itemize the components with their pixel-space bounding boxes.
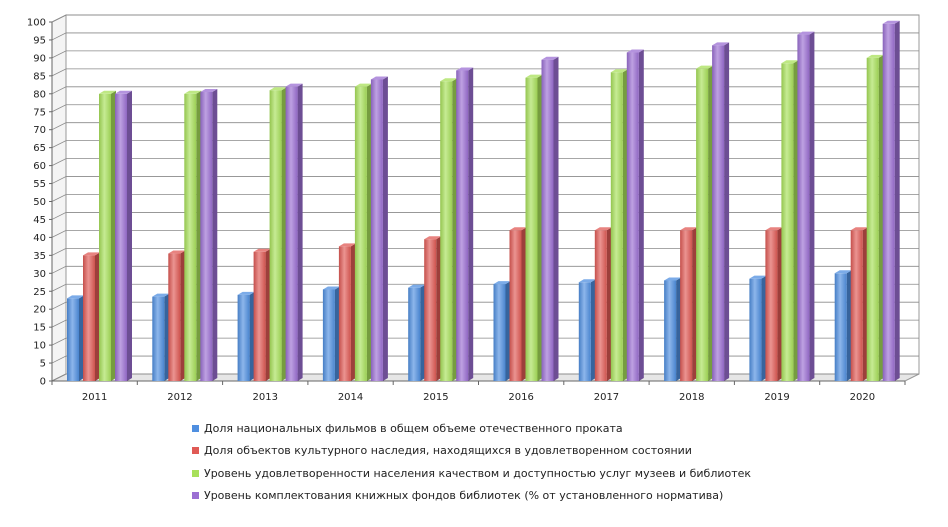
bar [269, 87, 287, 382]
legend-swatch-icon [192, 492, 199, 500]
legend-label: Уровень удовлетворенности населения каче… [204, 466, 752, 480]
bar [765, 227, 783, 381]
legend-swatch-icon [192, 447, 199, 455]
y-tick-label: 85 [33, 71, 46, 82]
y-tick-label: 65 [33, 143, 46, 154]
x-tick-label: 2012 [167, 392, 192, 400]
bar [696, 65, 714, 382]
y-tick-label: 90 [33, 53, 46, 64]
legend-label: Уровень комплектования книжных фондов би… [204, 489, 724, 503]
bar [664, 277, 682, 381]
bar [866, 54, 884, 382]
bar [749, 275, 767, 381]
legend-item: Доля объектов культурного наследия, нахо… [192, 440, 912, 463]
y-tick-label: 75 [33, 107, 46, 118]
y-tick-label: 60 [33, 161, 46, 172]
bar [338, 243, 356, 381]
x-tick-label: 2017 [594, 392, 619, 400]
y-tick-label: 0 [40, 377, 46, 388]
y-tick-label: 80 [33, 89, 46, 100]
bar [834, 270, 852, 381]
x-tick-label: 2011 [82, 392, 107, 400]
bar [712, 42, 730, 382]
bar [408, 284, 426, 381]
bar [594, 227, 612, 381]
y-tick-label: 35 [33, 251, 46, 262]
x-tick-label: 2020 [850, 392, 875, 400]
legend-item: Уровень удовлетворенности населения каче… [192, 462, 912, 485]
bar [578, 279, 596, 381]
legend-label: Доля национальных фильмов в общем объеме… [204, 421, 623, 435]
gridline [51, 32, 919, 41]
bar [493, 281, 511, 381]
bar [440, 78, 458, 382]
gridline [51, 14, 919, 23]
bar [99, 90, 116, 382]
bar-chart: 0 5 10 15 20 25 30 35 40 45 50 55 60 65 70 75 80 85 90 95 10… [27, 14, 920, 400]
bar [882, 20, 900, 381]
y-tick-label: 100 [27, 18, 46, 29]
x-tick-label: 2018 [679, 392, 704, 400]
y-tick-label: 70 [33, 125, 46, 136]
bar [322, 286, 340, 381]
y-tick-label: 45 [33, 215, 46, 226]
bar [626, 49, 644, 381]
y-tick-label: 50 [33, 197, 46, 208]
bar [354, 83, 372, 382]
bar [797, 31, 815, 381]
x-tick-label: 2015 [423, 392, 448, 400]
bar [509, 227, 527, 381]
bar [680, 227, 698, 381]
y-tick-label: 20 [33, 305, 46, 316]
bar [610, 69, 628, 381]
y-tick-label: 15 [33, 323, 46, 334]
legend-swatch-icon [192, 469, 199, 477]
bar [168, 250, 186, 381]
bar [152, 293, 170, 381]
bar [67, 295, 84, 381]
y-tick-label: 55 [33, 179, 46, 190]
legend-swatch-icon [192, 424, 199, 432]
y-tick-label: 30 [33, 269, 46, 280]
bar [237, 291, 255, 381]
y-tick-label: 5 [40, 359, 46, 370]
x-tick-label: 2016 [508, 392, 533, 400]
bar [541, 56, 559, 381]
bar [525, 74, 543, 382]
bar [115, 90, 132, 382]
bar [83, 252, 100, 381]
legend: Доля национальных фильмов в общем объеме… [192, 417, 912, 507]
y-tick-label: 10 [33, 341, 46, 352]
x-tick-label: 2019 [764, 392, 789, 400]
bar [424, 236, 442, 381]
legend-label: Доля объектов культурного наследия, нахо… [204, 444, 692, 458]
x-tick-label: 2013 [253, 392, 278, 400]
bar [456, 67, 474, 381]
x-tick-label: 2014 [338, 392, 363, 400]
bar [285, 83, 303, 382]
bar-layer [67, 20, 900, 382]
bar [850, 227, 868, 381]
legend-item: Доля национальных фильмов в общем объеме… [192, 417, 912, 440]
y-tick-label: 25 [33, 287, 46, 298]
bar [184, 90, 202, 382]
y-tick-label: 40 [33, 233, 46, 244]
y-tick-label: 95 [33, 35, 46, 46]
bar [253, 248, 271, 381]
bar [200, 89, 218, 381]
bar [781, 60, 799, 381]
legend-item: Уровень комплектования книжных фондов би… [192, 485, 912, 508]
bar [370, 76, 388, 381]
